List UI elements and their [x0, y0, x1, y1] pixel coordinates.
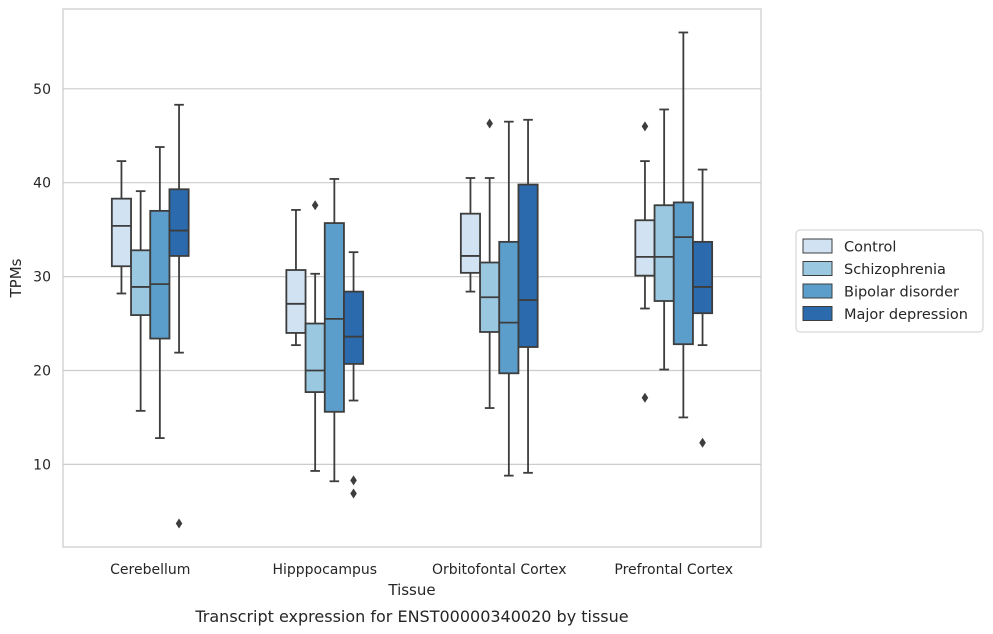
box-iqr	[285, 269, 307, 334]
box-group	[304, 200, 326, 472]
box-group	[168, 103, 190, 529]
outlier-point	[641, 392, 649, 403]
box-iqr	[149, 209, 171, 340]
legend: Control Schizophrenia Bipolar disorder Majo…	[795, 229, 984, 333]
box-iqr	[323, 222, 345, 413]
outlier-point	[350, 475, 357, 486]
box-group	[653, 108, 675, 371]
box-group	[517, 118, 539, 474]
x-tick-label: Prefrontal Cortex	[614, 562, 733, 578]
x-tick-label: Orbitofontal Cortex	[432, 562, 567, 578]
box-group	[110, 160, 132, 295]
plot-frame	[62, 8, 762, 548]
box-group	[459, 177, 481, 293]
legend-label: Schizophrenia	[844, 262, 946, 278]
box-iqr	[110, 197, 132, 268]
box-iqr	[634, 219, 656, 277]
y-tick-label: 40	[33, 176, 51, 192]
y-tick-label: 20	[33, 363, 51, 379]
outlier-point	[699, 437, 706, 448]
x-tick-label: Cerebellum	[110, 562, 190, 578]
legend-label: Bipolar disorder	[844, 285, 959, 301]
box-iqr	[130, 249, 152, 316]
box-iqr	[653, 204, 675, 302]
box-group	[479, 118, 501, 409]
box-iqr	[498, 240, 520, 375]
y-axis-title: TPMs	[7, 258, 25, 298]
x-tick-label: Hipppocampus	[272, 562, 377, 578]
legend-swatch	[802, 261, 833, 276]
box-group	[498, 120, 520, 477]
boxes	[110, 31, 714, 529]
legend-swatch	[802, 306, 833, 321]
box-iqr	[343, 290, 365, 365]
outlier-point	[486, 118, 493, 129]
box-group	[149, 146, 171, 439]
box-iqr	[672, 201, 694, 346]
legend-frame	[795, 229, 984, 333]
box-iqr	[168, 188, 190, 257]
legend-swatch	[802, 238, 833, 254]
box-iqr	[517, 183, 539, 348]
y-tick-label: 10	[33, 457, 51, 473]
x-tick-labels: Cerebellum Hipppocampus Orbitofontal Corte…	[110, 562, 733, 578]
box-iqr	[304, 322, 326, 393]
box-group	[634, 121, 656, 403]
box-group	[130, 190, 152, 412]
box-group	[343, 251, 365, 499]
outlier-point	[350, 488, 357, 499]
y-tick-label: 50	[33, 82, 51, 98]
x-axis-title: Tissue	[387, 581, 435, 599]
outlier-point	[641, 121, 649, 132]
legend-label: Control	[844, 240, 896, 256]
box-iqr	[692, 240, 714, 315]
box-group	[323, 178, 345, 483]
y-tick-labels: 10 20 30 40 50	[33, 82, 51, 474]
y-tick-label: 30	[33, 270, 51, 286]
box-iqr	[459, 212, 481, 274]
legend-swatch	[802, 283, 833, 299]
chart-caption: Transcript expression for ENST0000034002…	[194, 607, 628, 626]
box-group	[285, 209, 307, 347]
legend-label: Major depression	[844, 307, 968, 323]
outlier-point	[311, 200, 319, 211]
box-group	[672, 31, 694, 419]
box-group	[692, 168, 714, 448]
outlier-point	[175, 518, 183, 529]
